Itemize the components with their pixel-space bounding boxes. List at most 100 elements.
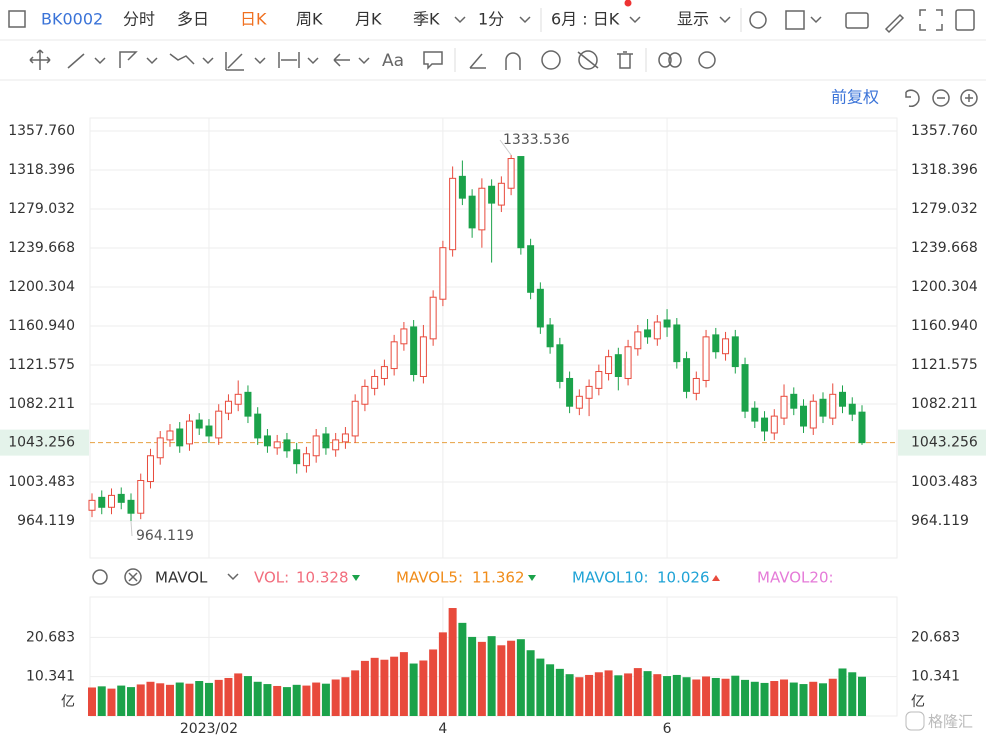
candle-body	[98, 496, 106, 508]
line-tool[interactable]	[67, 53, 85, 69]
candle-body	[380, 366, 388, 379]
period-tab[interactable]: 日K	[240, 10, 267, 29]
period-tab[interactable]: 多日	[177, 10, 209, 29]
candle-body	[653, 321, 661, 340]
channel-tool[interactable]	[119, 51, 138, 68]
wave-tool[interactable]	[169, 53, 195, 65]
legend-label: VOL:	[254, 569, 289, 587]
legend-label: MAVOL10:	[572, 569, 649, 587]
candle-body	[624, 346, 632, 379]
display-menu[interactable]: 显示	[677, 10, 709, 29]
period-tab[interactable]: 1分	[478, 10, 504, 29]
angle-tool[interactable]	[469, 53, 486, 69]
period-tab[interactable]: 分时	[123, 10, 155, 29]
volume-bar	[702, 676, 711, 716]
candle-body	[254, 413, 262, 439]
lock-tool[interactable]	[541, 50, 561, 70]
volume-bar	[750, 681, 759, 716]
zoom-in[interactable]	[960, 89, 978, 107]
indicator-name: MAVOL	[155, 569, 208, 587]
candle-body	[137, 480, 145, 514]
volume-bar	[828, 678, 837, 716]
stock-code[interactable]: BK0002	[41, 10, 103, 29]
pen-icon[interactable]	[884, 13, 905, 34]
chevron[interactable]	[719, 16, 731, 24]
settings-icon[interactable]	[92, 569, 108, 585]
chevron[interactable]	[254, 57, 266, 65]
candle-body	[809, 400, 817, 429]
close-x	[128, 572, 138, 582]
chevron[interactable]	[227, 573, 239, 581]
compare-icon[interactable]	[658, 52, 672, 68]
volume-bar	[487, 636, 496, 716]
measure-tool[interactable]	[278, 52, 300, 68]
hide-tool[interactable]	[578, 50, 598, 70]
candle-body	[527, 245, 535, 293]
chevron[interactable]	[146, 57, 158, 65]
text-tool[interactable]: Aa	[382, 51, 404, 71]
volume-unit: 亿	[911, 694, 925, 710]
volume-bar	[546, 664, 555, 716]
fullscreen-icon[interactable]	[919, 9, 943, 31]
compare-icon[interactable]	[668, 52, 682, 68]
volume-bar	[136, 684, 145, 716]
adjust-mode[interactable]: 前复权	[831, 88, 879, 107]
volume-bar	[760, 682, 769, 716]
candle-body	[341, 433, 349, 443]
chevron[interactable]	[519, 16, 531, 24]
delete-tool[interactable]	[617, 51, 633, 69]
move-tool[interactable]	[29, 49, 51, 70]
low-annotation: 964.119	[136, 528, 194, 544]
color-icon[interactable]	[785, 10, 805, 30]
volume-bar	[165, 684, 174, 716]
candle-body	[507, 158, 515, 189]
candle-body	[156, 437, 164, 459]
legend-value: 10.328	[296, 569, 349, 587]
zoom-out[interactable]	[932, 89, 950, 107]
close-icon[interactable]	[124, 568, 142, 586]
volume-bar	[224, 677, 233, 716]
volume-bar	[799, 684, 808, 716]
period-tab[interactable]: 月K	[355, 10, 382, 29]
chevron[interactable]	[358, 57, 370, 65]
zoom-in-sign	[965, 94, 973, 102]
volume-unit: 亿	[61, 694, 75, 710]
note-tool[interactable]	[423, 51, 443, 70]
checkbox[interactable]	[8, 10, 26, 28]
y2-tick-label: 1318.396	[911, 162, 978, 178]
chevron[interactable]	[629, 16, 641, 24]
candle-body	[595, 371, 603, 389]
magnet-tool[interactable]	[505, 52, 521, 70]
chevron[interactable]	[94, 57, 106, 65]
chevron[interactable]	[202, 57, 214, 65]
volume-bar	[321, 683, 330, 716]
panel-icon[interactable]	[955, 9, 975, 31]
chevron[interactable]	[454, 16, 466, 24]
period-tab[interactable]: 季K	[413, 10, 440, 29]
reset-icon[interactable]	[905, 89, 920, 107]
arrow-tool[interactable]	[333, 53, 350, 67]
legend-value: 10.026	[657, 569, 710, 587]
candle-body	[400, 328, 408, 345]
badge-dot	[624, 0, 632, 7]
chevron[interactable]	[810, 16, 822, 24]
candle-body	[117, 493, 125, 503]
volume-bar	[565, 674, 574, 716]
candle-body	[419, 336, 427, 377]
range-select[interactable]: 6月 : 日K	[551, 10, 620, 29]
camera-icon[interactable]	[845, 12, 869, 29]
volume-bar	[292, 684, 301, 716]
chevron[interactable]	[307, 57, 319, 65]
y-tick-label: 1318.396	[8, 162, 75, 178]
fib-tool[interactable]	[225, 52, 244, 71]
period-tab[interactable]: 周K	[296, 10, 323, 29]
volume-bar	[341, 677, 350, 716]
volume-bar	[819, 683, 828, 716]
y2-tick-label: 1357.760	[911, 123, 978, 139]
candle-body	[332, 439, 340, 451]
settings-icon[interactable]	[698, 51, 716, 69]
volume-bar	[468, 636, 477, 716]
volume-bar	[380, 659, 389, 716]
volume-bar	[302, 685, 311, 716]
settings-icon[interactable]	[749, 11, 767, 29]
